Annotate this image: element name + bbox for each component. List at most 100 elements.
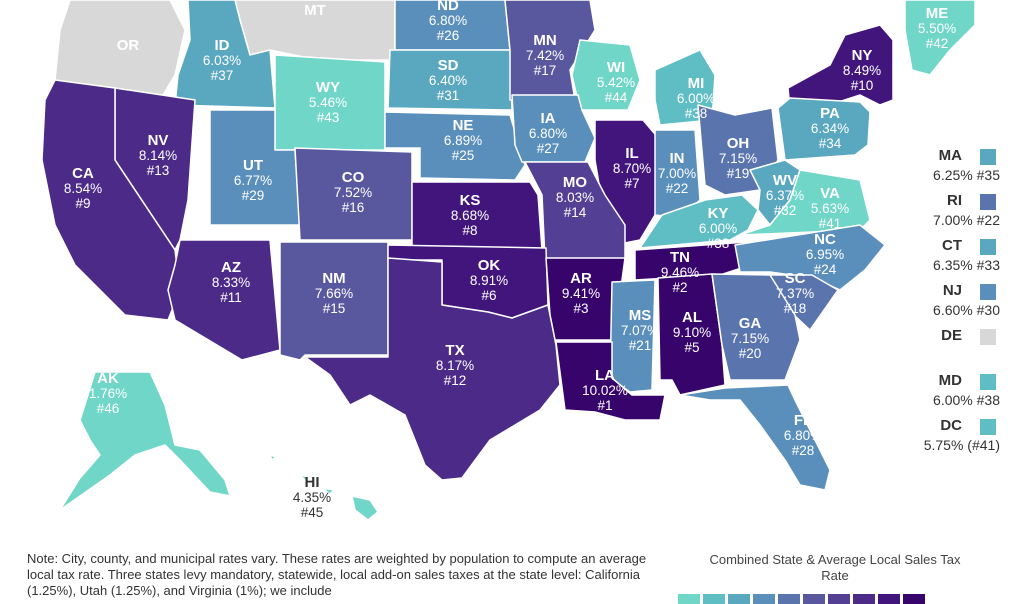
small-state-swatch-ma	[980, 149, 996, 165]
small-state-value-nj: 6.60% #30	[933, 302, 1000, 318]
state-abbr-il: IL	[625, 145, 638, 162]
state-rank-tn: #2	[672, 280, 687, 295]
state-abbr-ks: KS	[460, 192, 481, 209]
state-abbr-oh: OH	[727, 135, 750, 152]
legend-bin-1	[678, 594, 700, 604]
state-tx	[304, 257, 561, 481]
state-rate-co: 7.52%	[334, 185, 372, 200]
legend-bin-6	[803, 594, 825, 604]
state-rate-id: 6.03%	[203, 53, 241, 68]
state-rate-ut: 6.77%	[234, 173, 272, 188]
state-rate-ny: 8.49%	[843, 63, 881, 78]
state-rank-nv: #13	[147, 163, 170, 178]
state-rank-ar: #3	[573, 301, 588, 316]
state-rate-oh: 7.15%	[719, 151, 757, 166]
state-rate-wy: 5.46%	[309, 95, 347, 110]
state-rate-tn: 9.46%	[661, 265, 699, 280]
state-abbr-ms: MS	[629, 307, 652, 324]
small-state-value-ct: 6.35% #33	[933, 257, 1000, 273]
state-abbr-az: AZ	[221, 259, 241, 276]
state-rate-ms: 7.07%	[621, 323, 659, 338]
state-rank-ne: #25	[452, 148, 475, 163]
state-rank-nd: #26	[437, 28, 460, 43]
state-rate-va: 5.63%	[811, 201, 849, 216]
small-state-abbr-dc: DC	[940, 417, 962, 434]
small-state-ma: MA 6.25% #35	[890, 147, 1000, 192]
state-abbr-co: CO	[342, 169, 365, 186]
state-rate-sc: 7.37%	[776, 286, 814, 301]
small-state-ct: CT 6.35% #33	[890, 237, 1000, 282]
footnote: Note: City, county, and municipal rates …	[27, 551, 647, 598]
state-rate-nm: 7.66%	[315, 286, 353, 301]
state-rank-ms: #21	[629, 338, 652, 353]
small-state-swatch-nj	[980, 284, 996, 300]
state-rate-wi: 5.42%	[597, 75, 635, 90]
state-rank-tx: #12	[444, 373, 467, 388]
state-rank-il: #7	[624, 176, 639, 191]
legend-title: Combined State & Average Local Sales Tax…	[709, 552, 961, 583]
small-state-abbr-nj: NJ	[942, 282, 962, 299]
legend-bin-5	[778, 594, 800, 604]
state-ca	[41, 79, 181, 321]
state-rate-ca: 8.54%	[64, 181, 102, 196]
small-state-value-dc: 5.75% (#41)	[923, 437, 1000, 453]
state-hi	[269, 454, 379, 521]
state-abbr-fl: FL	[794, 412, 812, 429]
state-rate-nd: 6.80%	[429, 13, 467, 28]
state-abbr-ok: OK	[478, 257, 501, 274]
state-rank-fl: #28	[792, 443, 815, 458]
state-rank-la: #1	[597, 398, 612, 413]
state-sd	[387, 49, 513, 111]
state-va	[739, 169, 871, 236]
state-rank-hi: #45	[301, 505, 324, 520]
state-ga	[711, 273, 801, 381]
state-rate-ar: 9.41%	[562, 286, 600, 301]
state-abbr-tx: TX	[445, 342, 464, 359]
state-rank-mi: #38	[685, 106, 708, 121]
small-state-md: MD 6.00% #38	[890, 372, 1000, 417]
state-mo	[524, 161, 626, 261]
state-rate-ga: 7.15%	[731, 331, 769, 346]
state-fl	[679, 384, 831, 491]
state-abbr-mn: MN	[533, 32, 556, 49]
state-rate-il: 8.70%	[613, 161, 651, 176]
small-state-dc: DC 5.75% (#41)	[890, 417, 1000, 462]
state-abbr-me: ME	[926, 5, 949, 22]
state-ak	[59, 371, 231, 511]
small-state-abbr-ct: CT	[942, 237, 962, 254]
state-rank-ky: #38	[707, 236, 730, 251]
state-rank-mn: #17	[534, 63, 557, 78]
state-wi	[571, 39, 641, 111]
state-rank-wy: #43	[317, 110, 340, 125]
state-rate-mi: 6.00%	[677, 91, 715, 106]
state-abbr-al: AL	[682, 309, 702, 326]
state-rank-ak: #46	[97, 401, 120, 416]
state-rate-la: 10.02%	[582, 383, 628, 398]
legend-bin-4	[753, 594, 775, 604]
state-rank-sc: #18	[784, 301, 807, 316]
state-rank-sd: #31	[437, 88, 460, 103]
small-state-abbr-ma: MA	[938, 147, 962, 164]
small-state-ri: RI 7.00% #22	[890, 192, 1000, 237]
state-rank-in: #22	[666, 181, 689, 196]
state-rate-mo: 8.03%	[556, 190, 594, 205]
small-state-swatch-dc	[980, 419, 996, 435]
state-mn	[504, 0, 596, 101]
state-me	[904, 0, 976, 76]
state-rank-ca: #9	[75, 196, 90, 211]
small-state-swatch-md	[980, 374, 996, 390]
state-rank-ga: #20	[739, 346, 762, 361]
state-rate-hi: 4.35%	[293, 490, 331, 505]
state-abbr-mt: MT	[304, 2, 326, 19]
state-abbr-sd: SD	[438, 57, 459, 74]
state-abbr-or: OR	[117, 37, 140, 54]
state-rank-ok: #6	[481, 288, 496, 303]
state-rate-sd: 6.40%	[429, 73, 467, 88]
state-abbr-ky: KY	[708, 205, 729, 222]
state-ky	[639, 194, 759, 249]
state-id	[174, 0, 276, 109]
state-rank-mo: #14	[564, 205, 587, 220]
state-abbr-tn: TN	[670, 249, 690, 266]
small-state-value-md: 6.00% #38	[933, 392, 1000, 408]
